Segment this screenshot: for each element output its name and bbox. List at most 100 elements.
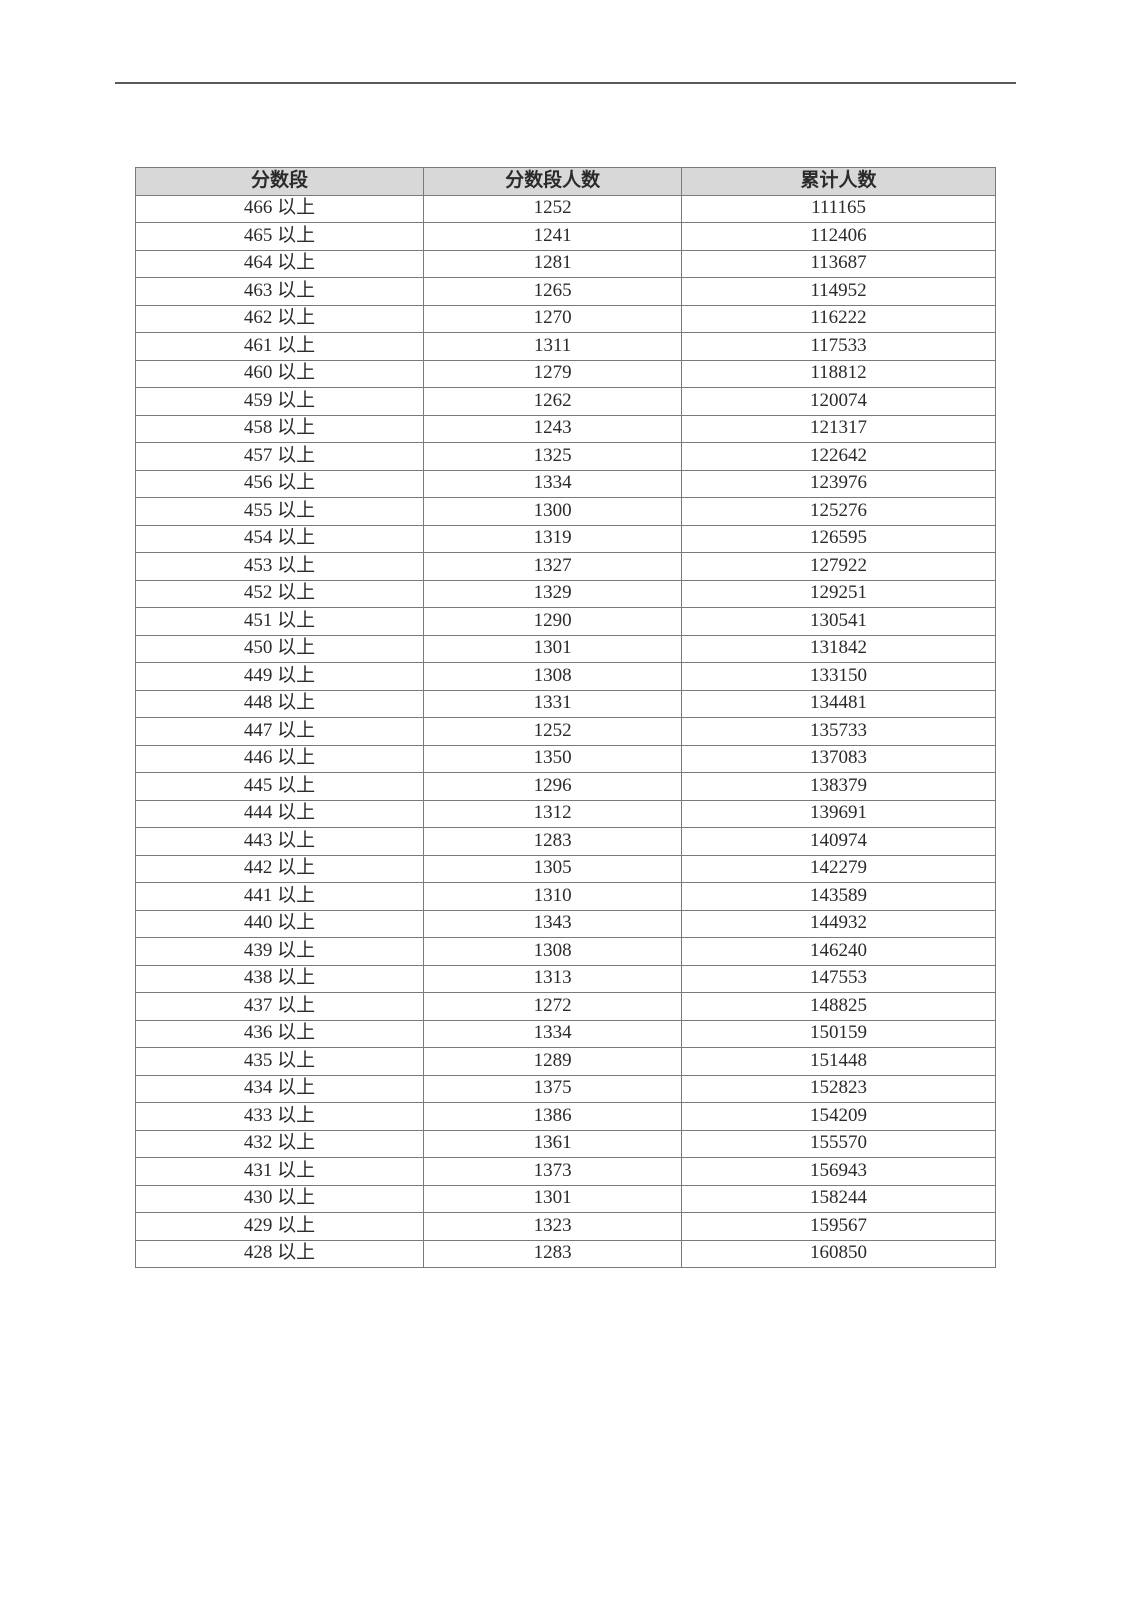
col-header-score-band: 分数段 (136, 168, 424, 196)
cell-score-band: 433 以上 (136, 1103, 424, 1131)
table-row: 439 以上1308146240 (136, 938, 996, 966)
cell-band-count: 1262 (424, 388, 682, 416)
cell-score-band: 464 以上 (136, 250, 424, 278)
score-table-container: 分数段 分数段人数 累计人数 466 以上1252111165465 以上124… (135, 167, 996, 1268)
cell-cumulative: 143589 (682, 883, 996, 911)
cell-cumulative: 150159 (682, 1020, 996, 1048)
cell-cumulative: 134481 (682, 690, 996, 718)
table-row: 455 以上1300125276 (136, 498, 996, 526)
cell-score-band: 436 以上 (136, 1020, 424, 1048)
cell-score-band: 451 以上 (136, 608, 424, 636)
cell-score-band: 458 以上 (136, 415, 424, 443)
cell-cumulative: 152823 (682, 1075, 996, 1103)
table-row: 464 以上1281113687 (136, 250, 996, 278)
cell-band-count: 1252 (424, 195, 682, 223)
cell-band-count: 1272 (424, 993, 682, 1021)
table-row: 430 以上1301158244 (136, 1185, 996, 1213)
table-row: 451 以上1290130541 (136, 608, 996, 636)
cell-band-count: 1289 (424, 1048, 682, 1076)
page: 分数段 分数段人数 累计人数 466 以上1252111165465 以上124… (0, 0, 1131, 1600)
cell-cumulative: 126595 (682, 525, 996, 553)
cell-cumulative: 127922 (682, 553, 996, 581)
cell-cumulative: 148825 (682, 993, 996, 1021)
cell-band-count: 1361 (424, 1130, 682, 1158)
table-row: 458 以上1243121317 (136, 415, 996, 443)
cell-cumulative: 118812 (682, 360, 996, 388)
table-row: 466 以上1252111165 (136, 195, 996, 223)
cell-score-band: 444 以上 (136, 800, 424, 828)
cell-score-band: 439 以上 (136, 938, 424, 966)
cell-score-band: 459 以上 (136, 388, 424, 416)
cell-cumulative: 117533 (682, 333, 996, 361)
cell-score-band: 437 以上 (136, 993, 424, 1021)
cell-score-band: 466 以上 (136, 195, 424, 223)
table-row: 454 以上1319126595 (136, 525, 996, 553)
cell-band-count: 1343 (424, 910, 682, 938)
table-row: 448 以上1331134481 (136, 690, 996, 718)
cell-cumulative: 155570 (682, 1130, 996, 1158)
table-row: 456 以上1334123976 (136, 470, 996, 498)
cell-cumulative: 140974 (682, 828, 996, 856)
table-row: 445 以上1296138379 (136, 773, 996, 801)
cell-cumulative: 122642 (682, 443, 996, 471)
table-row: 432 以上1361155570 (136, 1130, 996, 1158)
cell-cumulative: 147553 (682, 965, 996, 993)
cell-band-count: 1386 (424, 1103, 682, 1131)
cell-cumulative: 138379 (682, 773, 996, 801)
cell-band-count: 1270 (424, 305, 682, 333)
cell-score-band: 449 以上 (136, 663, 424, 691)
cell-score-band: 456 以上 (136, 470, 424, 498)
cell-band-count: 1308 (424, 663, 682, 691)
cell-cumulative: 133150 (682, 663, 996, 691)
cell-band-count: 1310 (424, 883, 682, 911)
cell-band-count: 1334 (424, 1020, 682, 1048)
cell-band-count: 1283 (424, 1240, 682, 1268)
cell-cumulative: 142279 (682, 855, 996, 883)
cell-band-count: 1329 (424, 580, 682, 608)
table-row: 429 以上1323159567 (136, 1213, 996, 1241)
table-row: 438 以上1313147553 (136, 965, 996, 993)
table-row: 463 以上1265114952 (136, 278, 996, 306)
table-row: 459 以上1262120074 (136, 388, 996, 416)
cell-cumulative: 159567 (682, 1213, 996, 1241)
cell-score-band: 432 以上 (136, 1130, 424, 1158)
cell-score-band: 430 以上 (136, 1185, 424, 1213)
cell-cumulative: 121317 (682, 415, 996, 443)
cell-band-count: 1319 (424, 525, 682, 553)
cell-band-count: 1300 (424, 498, 682, 526)
cell-score-band: 453 以上 (136, 553, 424, 581)
col-header-band-count: 分数段人数 (424, 168, 682, 196)
table-row: 443 以上1283140974 (136, 828, 996, 856)
cell-band-count: 1283 (424, 828, 682, 856)
cell-band-count: 1265 (424, 278, 682, 306)
cell-cumulative: 137083 (682, 745, 996, 773)
cell-score-band: 460 以上 (136, 360, 424, 388)
cell-cumulative: 131842 (682, 635, 996, 663)
cell-cumulative: 116222 (682, 305, 996, 333)
cell-band-count: 1312 (424, 800, 682, 828)
table-row: 442 以上1305142279 (136, 855, 996, 883)
cell-score-band: 438 以上 (136, 965, 424, 993)
table-row: 433 以上1386154209 (136, 1103, 996, 1131)
cell-score-band: 428 以上 (136, 1240, 424, 1268)
cell-cumulative: 120074 (682, 388, 996, 416)
cell-band-count: 1308 (424, 938, 682, 966)
top-horizontal-rule (115, 82, 1016, 84)
cell-band-count: 1313 (424, 965, 682, 993)
cell-band-count: 1296 (424, 773, 682, 801)
table-row: 457 以上1325122642 (136, 443, 996, 471)
cell-cumulative: 146240 (682, 938, 996, 966)
cell-cumulative: 139691 (682, 800, 996, 828)
cell-score-band: 443 以上 (136, 828, 424, 856)
table-row: 441 以上1310143589 (136, 883, 996, 911)
cell-band-count: 1334 (424, 470, 682, 498)
cell-cumulative: 125276 (682, 498, 996, 526)
table-row: 450 以上1301131842 (136, 635, 996, 663)
table-row: 428 以上1283160850 (136, 1240, 996, 1268)
cell-score-band: 441 以上 (136, 883, 424, 911)
table-row: 460 以上1279118812 (136, 360, 996, 388)
cell-cumulative: 154209 (682, 1103, 996, 1131)
table-row: 434 以上1375152823 (136, 1075, 996, 1103)
cell-score-band: 445 以上 (136, 773, 424, 801)
cell-band-count: 1281 (424, 250, 682, 278)
